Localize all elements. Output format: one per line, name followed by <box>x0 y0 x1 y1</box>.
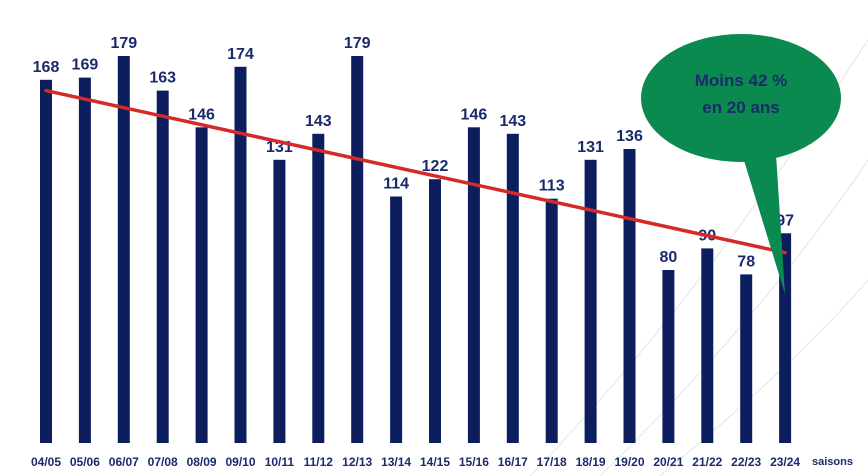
bar-21-22 <box>701 248 714 443</box>
bar-value-label: 168 <box>33 59 60 76</box>
bar-value-label: 131 <box>577 139 604 156</box>
x-tick-label: 22/23 <box>731 455 761 469</box>
bar-value-label: 122 <box>422 158 449 175</box>
trend-line <box>44 88 787 255</box>
bar-value-label: 97 <box>776 212 794 229</box>
bar-10-11 <box>273 159 286 444</box>
bar-value-label: 146 <box>188 106 215 123</box>
bar-16-17 <box>506 133 519 444</box>
bar-12-13 <box>351 56 364 443</box>
bar-value-label: 179 <box>110 35 137 52</box>
x-tick-label: 19/20 <box>614 455 644 469</box>
bars <box>40 56 792 444</box>
bar-04-05 <box>40 79 52 444</box>
x-tick-label: 09/10 <box>225 455 255 469</box>
x-tick-label: 11/12 <box>304 455 334 469</box>
bar-22-23 <box>740 274 753 443</box>
x-tick-label: 17/18 <box>537 455 567 469</box>
bar-13-14 <box>390 196 403 443</box>
x-tick-label: 05/06 <box>70 455 100 469</box>
bar-value-label: 113 <box>539 178 565 195</box>
bar-19-20 <box>623 149 636 443</box>
x-tick-label: 23/24 <box>770 455 800 469</box>
bar-14-15 <box>429 179 441 443</box>
bar-value-label: 179 <box>344 35 371 52</box>
bar-value-label: 174 <box>227 46 254 63</box>
bar-15-16 <box>467 127 480 444</box>
bar-07-08 <box>156 90 169 443</box>
bar-09-10 <box>234 66 247 444</box>
bar-value-label: 169 <box>72 57 99 74</box>
bar-18-19 <box>584 159 597 444</box>
bar-value-label: 114 <box>383 176 409 193</box>
bar-value-label: 136 <box>616 128 643 145</box>
x-tick-label: 04/05 <box>31 455 61 469</box>
callout-line-2: en 20 ans <box>702 98 780 117</box>
x-tick-label: 16/17 <box>498 455 528 469</box>
callout-line-1: Moins 42 % <box>695 71 788 90</box>
callout-bubble: Moins 42 % en 20 ans <box>641 34 841 294</box>
bar-value-label: 80 <box>660 249 678 266</box>
bar-11-12 <box>312 133 325 444</box>
bar-06-07 <box>117 56 130 443</box>
bar-value-label: 78 <box>737 253 755 270</box>
x-tick-label: 18/19 <box>576 455 606 469</box>
bar-05-06 <box>78 77 91 443</box>
x-tick-label: 10/11 <box>265 455 295 469</box>
callout-tail <box>742 154 785 294</box>
bar-value-labels: 168 169 179 163 146 174 131 143 179 114 122 146 143 1… <box>33 35 794 270</box>
bar-08-09 <box>195 127 208 444</box>
bar-value-label: 146 <box>461 106 488 123</box>
x-tick-label: 20/21 <box>653 455 683 469</box>
bar-value-label: 163 <box>149 70 176 87</box>
x-tick-label: 08/09 <box>187 455 217 469</box>
x-tick-label: 12/13 <box>342 455 372 469</box>
bar-20-21 <box>662 270 675 443</box>
x-tick-label: 14/15 <box>420 455 450 469</box>
x-axis-label: saisons <box>812 456 853 468</box>
x-tick-label: 21/22 <box>692 455 722 469</box>
x-tick-label: 15/16 <box>459 455 489 469</box>
bar-value-label: 143 <box>305 113 332 130</box>
x-tick-label: 06/07 <box>109 455 139 469</box>
x-tick-label: 13/14 <box>381 455 411 469</box>
x-axis-tick-labels: 04/05 05/06 06/07 07/08 08/09 09/10 10/11 11/12… <box>31 455 800 469</box>
x-tick-label: 07/08 <box>148 455 178 469</box>
bar-value-label: 143 <box>499 113 526 130</box>
callout-ellipse <box>641 34 841 162</box>
bar-17-18 <box>545 198 558 443</box>
bar-23-24 <box>779 233 792 443</box>
